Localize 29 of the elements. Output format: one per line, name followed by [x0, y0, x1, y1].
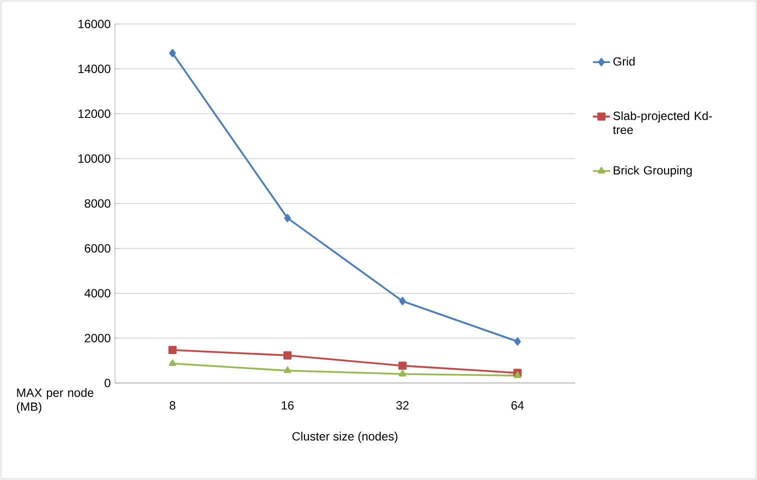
x-tick-label: 64: [511, 401, 524, 410]
point: [168, 359, 176, 366]
point: [284, 214, 291, 222]
x-tick-label: 16: [282, 401, 294, 410]
point: [398, 362, 407, 370]
x-tick-label: 32: [396, 401, 409, 410]
x-tick-label: 8: [170, 401, 176, 410]
y-axis-title: MAX per node (MB): [16, 388, 94, 414]
y-tick-label: 6000: [84, 244, 110, 253]
y-tick-label: 10000: [78, 154, 110, 163]
point: [283, 351, 292, 360]
point: [168, 346, 177, 354]
legend-label: Slab-projected Kd-tree: [612, 111, 712, 134]
y-tick-label: 0: [104, 378, 110, 388]
y-tick-label: 12000: [78, 110, 110, 118]
legend-label: Brick Grouping: [614, 166, 692, 177]
point: [514, 337, 521, 346]
point: [169, 49, 176, 58]
y-tick-label: 14000: [78, 64, 110, 74]
y-tick-label: 2000: [84, 334, 110, 342]
y-tick-label: 16000: [78, 20, 110, 28]
point: [284, 366, 292, 374]
x-axis-title: Cluster size (nodes): [292, 432, 398, 443]
point: [398, 370, 406, 377]
point: [399, 296, 406, 306]
y-tick-label: 4000: [84, 289, 110, 298]
y-tick-label: 8000: [84, 199, 110, 208]
legend-label: Grid: [613, 56, 635, 66]
point: [514, 371, 522, 378]
